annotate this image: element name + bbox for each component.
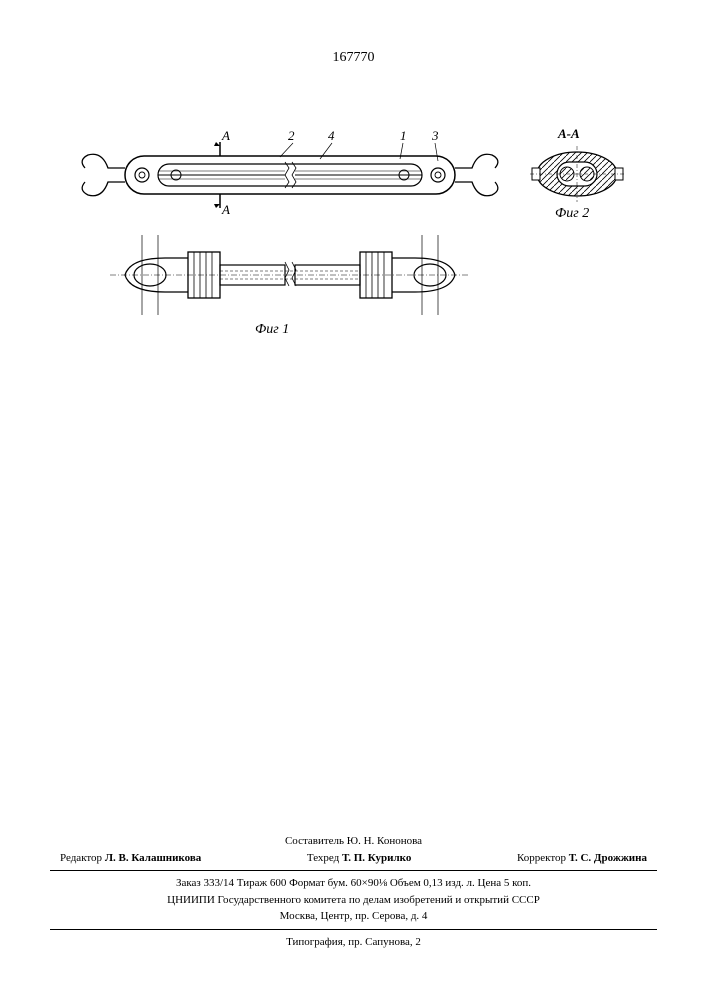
credits-row: Редактор Л. В. Калашникова Техред Т. П. … [50,850,657,867]
leader-lines [80,135,500,165]
figure-area: А 2 4 1 3 А А-А Фиг 2 [60,130,650,350]
footer-block: Составитель Ю. Н. Кононова Редактор Л. В… [50,833,657,950]
techred: Техред Т. П. Курилко [307,850,411,867]
typography-line: Типография, пр. Сапунова, 2 [50,934,657,951]
patent-number: 167770 [333,50,375,66]
fig1-label: Фиг 1 [255,322,289,338]
print-info: Заказ 333/14 Тираж 600 Формат бум. 60×90… [50,875,657,892]
corrector: Корректор Т. С. Дрожжина [517,850,647,867]
divider [50,870,657,871]
divider [50,929,657,930]
compiler-line: Составитель Ю. Н. Кононова [50,833,657,850]
address-line: Москва, Центр, пр. Серова, д. 4 [50,908,657,925]
drawing-section-view [530,144,625,204]
editor: Редактор Л. В. Калашникова [60,850,201,867]
drawing-front-view [80,230,500,320]
callout-A-bottom: А [222,202,230,218]
org-line: ЦНИИПИ Государственного комитета по дела… [50,892,657,909]
section-label: А-А [558,126,580,142]
fig2-label: Фиг 2 [555,206,589,222]
